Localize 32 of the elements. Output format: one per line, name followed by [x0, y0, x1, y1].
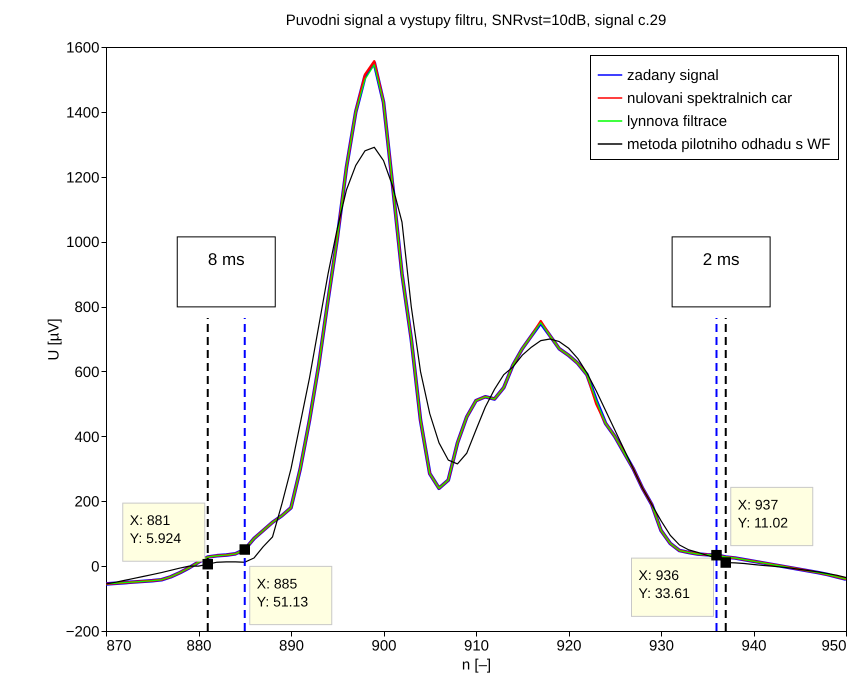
- annotation: X: 936 Y: 33.61: [638, 567, 690, 602]
- x-axis-title: n [–]: [462, 656, 492, 674]
- y-tick-label: 1200: [66, 169, 100, 186]
- y-tick-label: 1600: [66, 40, 100, 56]
- x-tick-label: 930: [648, 638, 674, 654]
- annotation: 2 ms: [702, 250, 740, 269]
- chart-title: Puvodni signal a vystupy filtru, SNRvst=10dB, signal c.29: [286, 12, 666, 29]
- y-tick-label: 0: [91, 558, 100, 576]
- legend-label: zadany signal: [627, 67, 719, 84]
- y-tick-label: 200: [74, 494, 100, 511]
- y-tick-label: 800: [74, 299, 100, 316]
- x-tick-label: 870: [106, 638, 132, 654]
- x-tick-label: 900: [371, 638, 397, 654]
- y-tick-label: 1400: [66, 104, 100, 122]
- x-tick-label: 890: [278, 638, 304, 654]
- x-tick-label: 940: [741, 638, 767, 654]
- legend-label: lynnova filtrace: [627, 113, 728, 130]
- y-tick-label: 400: [74, 428, 100, 446]
- y-axis-title: U [µV]: [46, 318, 63, 360]
- y-tick-label: −200: [66, 624, 100, 640]
- annotation: X: 881 Y: 5.924: [130, 512, 182, 546]
- legend-label: nulovani spektralnich car: [627, 90, 792, 107]
- x-tick-label: 910: [464, 638, 490, 654]
- annotation: X: 885 Y: 51.13: [256, 576, 308, 610]
- x-tick-label: 920: [556, 638, 582, 654]
- y-tick-label: 1000: [66, 234, 100, 252]
- annotation: X: 937 Y: 11.02: [738, 496, 788, 531]
- legend-label: metoda pilotniho odhadu s WF: [627, 136, 830, 153]
- annotation: 8 ms: [208, 250, 245, 269]
- x-tick-label: 950: [821, 638, 846, 654]
- x-tick-label: 880: [186, 638, 212, 654]
- y-tick-label: 600: [74, 364, 100, 381]
